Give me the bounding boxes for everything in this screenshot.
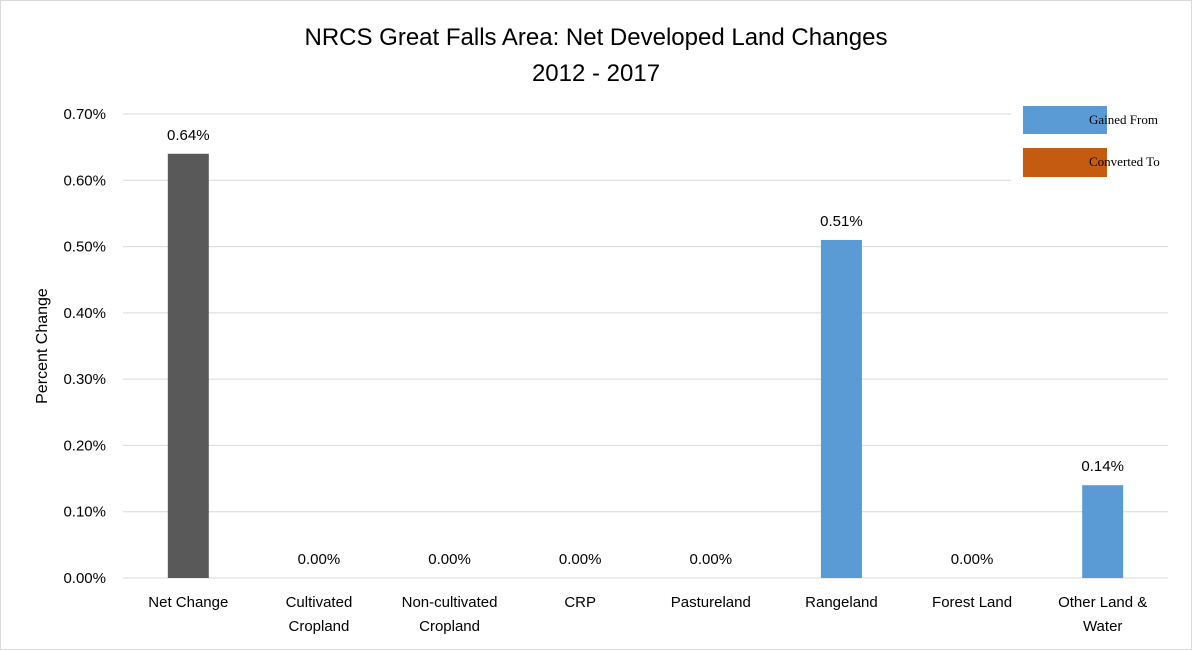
x-tick-label: Other Land & <box>1058 594 1147 611</box>
y-tick-label: 0.60% <box>63 172 106 189</box>
bars <box>167 153 1124 578</box>
legend-label-converted-to: Converted To <box>1089 154 1160 169</box>
legend: Gained From Converted To <box>1011 99 1181 183</box>
data-label: 0.00% <box>428 551 471 568</box>
y-axis-label: Percent Change <box>34 288 51 404</box>
legend-label-gained-from: Gained From <box>1089 112 1158 127</box>
y-tick-label: 0.40% <box>63 305 106 322</box>
data-label: 0.00% <box>690 551 733 568</box>
data-label: 0.00% <box>298 551 341 568</box>
data-label: 0.14% <box>1081 458 1124 475</box>
legend-swatch-gained-from <box>1023 106 1107 134</box>
y-tick-label: 0.70% <box>63 106 106 123</box>
x-tick-label: Cultivated <box>286 594 353 611</box>
y-tick-label: 0.20% <box>63 437 106 454</box>
x-tick-label: Rangeland <box>805 594 878 611</box>
bar <box>1082 485 1124 578</box>
y-tick-label: 0.30% <box>63 371 106 388</box>
data-labels: 0.64% 0.00% 0.00% 0.00% 0.00% 0.51% 0.00% 0.14% <box>167 127 1124 568</box>
chart-title: NRCS Great Falls Area: Net Developed Lan… <box>305 24 888 51</box>
x-tick-label: Pastureland <box>671 594 751 611</box>
data-label: 0.64% <box>167 127 210 144</box>
data-label: 0.00% <box>951 551 994 568</box>
chart-subtitle: 2012 - 2017 <box>532 60 660 87</box>
gridlines <box>123 113 1168 579</box>
data-label: 0.00% <box>559 551 602 568</box>
legend-swatch-converted-to <box>1023 148 1107 177</box>
y-tick-label: 0.10% <box>63 504 106 521</box>
x-tick-label: CRP <box>564 594 596 611</box>
x-tick-label: Non-cultivated <box>402 594 498 611</box>
data-label: 0.51% <box>820 213 863 230</box>
bar <box>167 153 209 578</box>
bar <box>820 239 862 578</box>
y-axis-ticks: 0.00% 0.10% 0.20% 0.30% 0.40% 0.50% 0.60% 0.70% <box>63 106 106 587</box>
x-tick-label: Net Change <box>148 594 228 611</box>
y-tick-label: 0.50% <box>63 239 106 256</box>
y-tick-label: 0.00% <box>63 570 106 587</box>
x-tick-label: Water <box>1083 618 1122 635</box>
x-tick-label: Cropland <box>419 618 480 635</box>
category-labels: Net Change Cultivated Cropland Non-cultivat… <box>148 594 1147 635</box>
x-tick-label: Cropland <box>289 618 350 635</box>
x-tick-label: Forest Land <box>932 594 1012 611</box>
